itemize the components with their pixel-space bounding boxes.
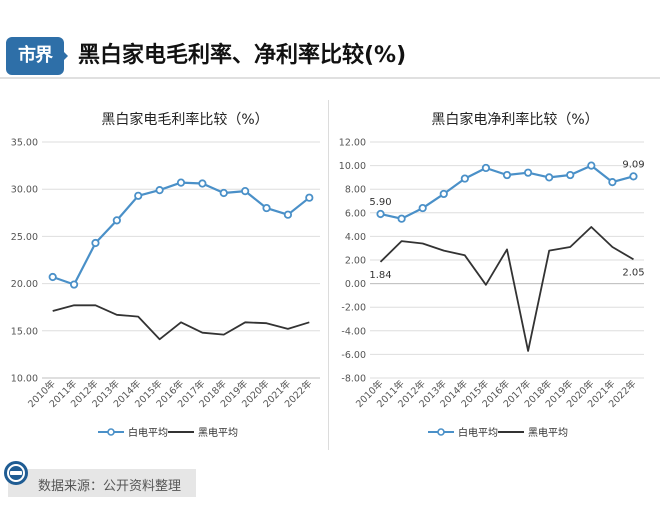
series-point: [198, 179, 207, 188]
series-point: [176, 178, 186, 187]
legend-marker: [437, 428, 445, 436]
y-tick-label: 30.00: [11, 185, 38, 196]
y-tick-label: 35.00: [11, 138, 38, 149]
gross-margin-chart: 黑白家电毛利率比较（%） 10.00 15.00 20.00 25.00 30.00 35.…: [11, 111, 320, 439]
chart-title: 黑白家电毛利率比较（%）: [101, 111, 268, 128]
series-point: [376, 209, 385, 219]
y-tick-label: 12.00: [339, 138, 366, 149]
series-point: [418, 203, 427, 213]
series-point: [134, 191, 143, 200]
series-point: [155, 186, 164, 195]
series-point: [629, 172, 638, 181]
series-point: [460, 174, 469, 183]
series-line-1: [52, 304, 310, 341]
y-tick-label: 6.00: [345, 208, 366, 219]
series-line-0: [52, 181, 310, 286]
y-tick-label: 10.00: [11, 374, 38, 385]
data-label: 2.05: [622, 267, 644, 278]
series-point: [481, 163, 491, 173]
source-box: [8, 469, 196, 497]
header-rule: [0, 77, 660, 79]
series-point: [219, 188, 228, 198]
y-tick-label: 0.00: [345, 279, 366, 290]
series-point: [69, 280, 79, 289]
y-tick-label: 2.00: [345, 256, 366, 267]
y-tick-label: 8.00: [345, 185, 366, 196]
y-tick-label: 25.00: [11, 232, 38, 243]
chart-title: 黑白家电净利率比较（%）: [431, 111, 598, 128]
y-tick-label: 15.00: [11, 326, 38, 337]
legend-label: 黑电平均: [528, 426, 568, 439]
y-tick-label: -4.00: [341, 326, 366, 337]
page-title: 黑白家电毛利率、净利率比较(%): [78, 43, 407, 68]
source-text: 数据来源：公开资料整理: [38, 479, 182, 494]
y-tick-label: -8.00: [341, 374, 366, 385]
series-point: [523, 168, 533, 177]
y-tick-label: -6.00: [341, 350, 366, 361]
series-point: [241, 186, 250, 196]
series-point: [262, 203, 271, 213]
info-icon: [4, 461, 28, 485]
series-point: [112, 216, 121, 225]
y-tick-label: -2.00: [341, 303, 366, 314]
brand-logo: 市界: [6, 37, 64, 75]
legend-label: 黑电平均: [198, 426, 238, 439]
y-tick-label: 4.00: [345, 232, 366, 243]
brand-logo-tail: [60, 48, 68, 64]
net-margin-chart: 黑白家电净利率比较（%） -8.00 -6.00 -4.00 -2.00 0.00 2.00…: [339, 111, 645, 439]
legend-label: 白电平均: [458, 426, 498, 439]
data-label: 1.84: [369, 270, 391, 281]
header: 市界 黑白家电毛利率、净利率比较(%): [0, 0, 660, 90]
legend-label: 白电平均: [128, 426, 168, 439]
series-point: [48, 272, 57, 282]
series-point: [91, 238, 100, 248]
series-point: [545, 173, 554, 182]
series-point: [439, 189, 448, 199]
series-point: [587, 161, 596, 170]
series-point: [305, 193, 314, 202]
series-point: [502, 170, 512, 180]
data-label: 5.90: [369, 197, 391, 208]
series-point: [283, 210, 293, 219]
legend-marker: [107, 428, 115, 436]
series-point: [397, 214, 406, 223]
series-point: [566, 170, 575, 180]
y-tick-label: 20.00: [11, 279, 38, 290]
y-tick-label: 10.00: [339, 161, 366, 172]
series-point: [608, 178, 617, 187]
data-label: 9.09: [622, 159, 644, 170]
panel-divider: [328, 100, 329, 450]
series-line-1: [379, 226, 634, 352]
